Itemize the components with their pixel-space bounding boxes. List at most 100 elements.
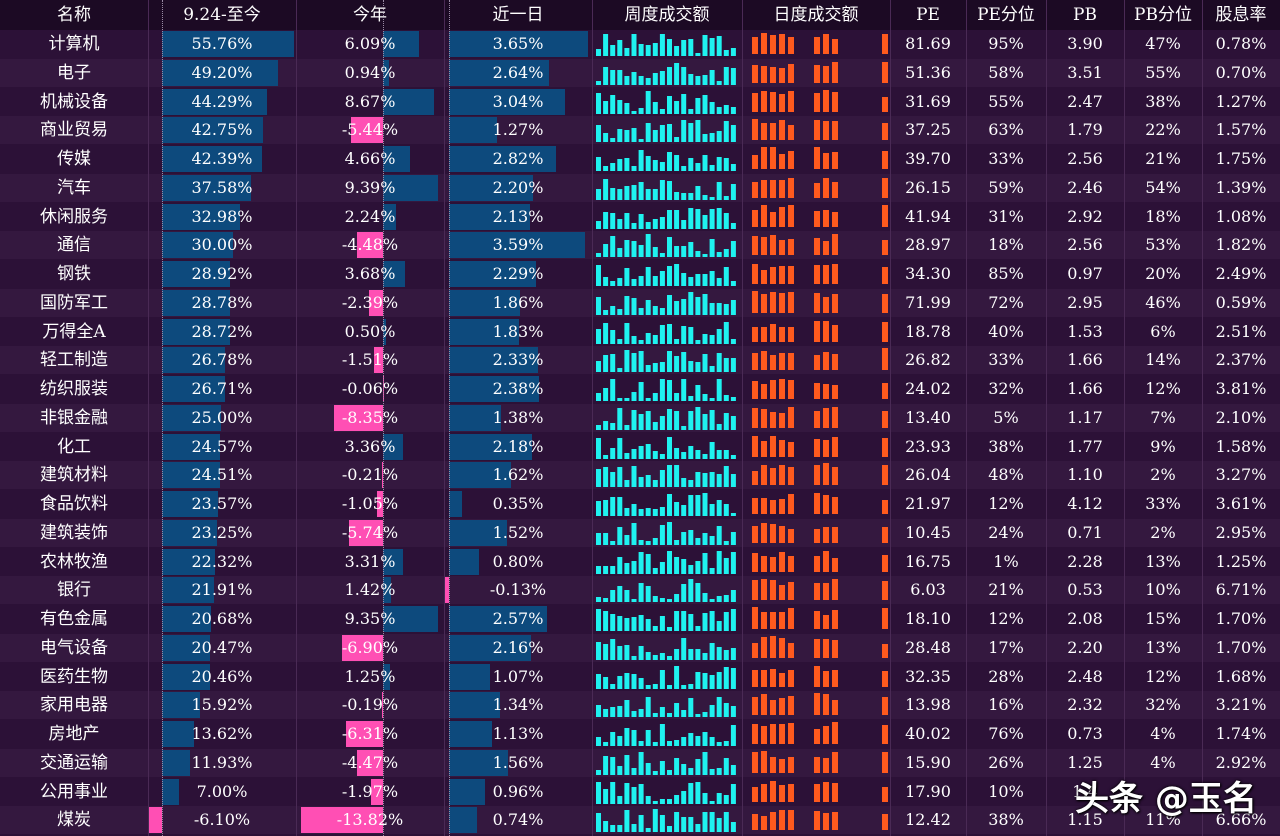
weekly-volume-bar [681, 790, 687, 804]
dividend-yield: 2.92% [1215, 752, 1267, 772]
column-divider [148, 0, 149, 836]
day1-bar [449, 634, 532, 661]
daily-volume-sparkline [752, 204, 888, 227]
weekly-volume-bar [702, 792, 708, 804]
weekly-volume-bar [674, 594, 680, 603]
daily-volume-bar [779, 292, 785, 313]
weekly-volume-bar [652, 596, 658, 603]
weekly-volume-bar [716, 818, 722, 833]
dividend-yield: 1.70% [1215, 637, 1267, 657]
weekly-volume-bar [645, 267, 651, 286]
weekly-volume-bar [702, 652, 708, 660]
daily-volume-bar [814, 665, 820, 687]
weekly-volume-sparkline [596, 291, 736, 315]
day1-bar [449, 261, 537, 287]
day1-bar [449, 203, 530, 230]
pb-percentile: 9% [1150, 436, 1176, 456]
daily-volume-bar [823, 121, 829, 141]
table-row: 农林牧渔 22.32% 3.31% 0.80% 16.75 1% 2.28 13% 1.25% [0, 548, 1280, 576]
ytd-bar [376, 491, 383, 517]
weekly-volume-bar [695, 781, 701, 804]
daily-volume-sparkline [752, 665, 888, 687]
weekly-volume-bar [638, 751, 644, 775]
daily-volume-bar [882, 267, 888, 284]
weekly-volume-bar [688, 698, 694, 718]
dividend-yield: 1.74% [1215, 724, 1267, 743]
header-pb: PB [1073, 5, 1097, 25]
weekly-volume-bar [688, 445, 694, 459]
pb-value: 1.25 [1067, 752, 1103, 772]
since924-bar [162, 88, 267, 115]
daily-volume-sparkline [752, 379, 888, 399]
daily-volume-bar [779, 784, 785, 802]
since924-value: 55.76% [191, 34, 253, 53]
daily-volume-bar [752, 92, 758, 112]
weekly-volume-bar [695, 185, 701, 200]
daily-volume-bar [788, 353, 794, 371]
weekly-volume-bar [638, 276, 644, 286]
ytd-value: -4.48% [341, 235, 399, 255]
weekly-volume-bar [603, 821, 609, 833]
weekly-volume-bar [610, 472, 616, 488]
weekly-volume-bar [688, 158, 694, 171]
weekly-volume-bar [695, 362, 701, 373]
weekly-volume-bar [596, 597, 601, 603]
dividend-yield: 2.37% [1215, 350, 1267, 370]
weekly-volume-bar [688, 648, 694, 660]
since924-value: 20.68% [191, 609, 253, 628]
weekly-volume-bar [709, 599, 715, 603]
weekly-volume-bar [617, 675, 623, 689]
daily-volume-bar [832, 782, 838, 802]
ytd-value: 9.39% [344, 177, 396, 197]
weekly-volume-bar [723, 66, 729, 85]
weekly-volume-bar [695, 671, 701, 689]
daily-volume-bar [814, 555, 820, 572]
weekly-volume-bar [667, 323, 672, 344]
pe-percentile: 48% [988, 465, 1024, 485]
weekly-volume-sparkline [596, 665, 736, 689]
weekly-volume-bar [695, 824, 701, 833]
day1-value: 1.52% [492, 522, 544, 542]
weekly-volume-bar [603, 500, 609, 516]
weekly-volume-bar [603, 322, 609, 344]
weekly-volume-bar [681, 451, 687, 459]
day1-value: 0.35% [492, 494, 544, 513]
dividend-yield: 1.70% [1215, 609, 1267, 628]
weekly-volume-bar [596, 424, 601, 430]
pe-value: 12.42 [905, 810, 951, 830]
daily-volume-bar [779, 266, 785, 284]
daily-volume-sparkline [752, 290, 888, 313]
weekly-volume-bar [631, 673, 637, 689]
weekly-volume-bar [610, 422, 616, 430]
weekly-volume-bar [652, 43, 658, 56]
day1-value: 2.57% [492, 609, 544, 628]
pb-value: 1.66 [1067, 350, 1103, 370]
dividend-yield: 0.59% [1215, 292, 1267, 312]
day1-value: 1.38% [492, 407, 544, 427]
weekly-volume-bar [688, 291, 694, 315]
daily-volume-bar [788, 608, 794, 629]
header-pe-pct: PE分位 [977, 5, 1035, 25]
daily-volume-bar [752, 381, 758, 399]
pb-value: 1.4 [1072, 781, 1098, 801]
weekly-volume-bar [631, 279, 637, 286]
weekly-volume-sparkline [596, 207, 736, 229]
table-row: 家用电器 15.92% -0.19% 1.34% 13.98 16% 2.32 32% 3.21… [0, 691, 1280, 720]
ytd-value: -8.35% [341, 407, 399, 427]
ytd-bar [356, 232, 383, 259]
weekly-volume-bar [596, 188, 601, 200]
weekly-volume-bar [702, 672, 708, 689]
industry-name: 公用事业 [40, 781, 108, 802]
day1-value: 3.04% [492, 91, 544, 111]
weekly-volume-bar [716, 423, 722, 430]
since924-bar [162, 146, 263, 172]
weekly-volume-bar [695, 53, 701, 56]
day1-bar [449, 232, 586, 259]
weekly-volume-bar [681, 710, 687, 718]
pb-percentile: 22% [1145, 120, 1181, 140]
daily-volume-bar [882, 670, 888, 687]
daily-volume-bar [770, 468, 776, 486]
weekly-volume-bar [652, 188, 658, 200]
daily-volume-bar [788, 467, 794, 486]
daily-volume-bar [882, 321, 888, 342]
